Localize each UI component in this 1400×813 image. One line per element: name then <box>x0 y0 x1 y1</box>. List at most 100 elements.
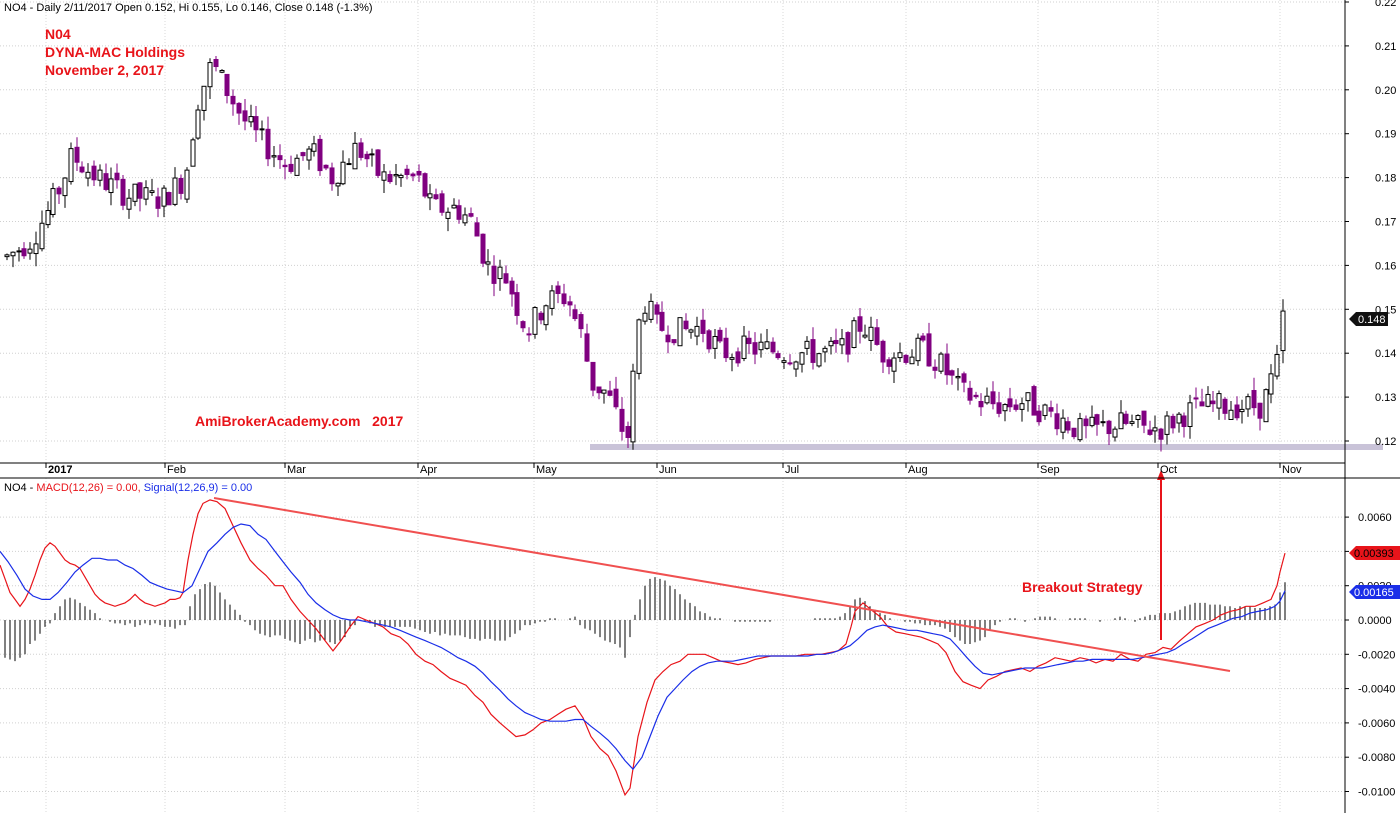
candle <box>161 185 167 218</box>
candle <box>938 351 944 374</box>
macd-y-tick-label: -0.0080 <box>1358 752 1395 764</box>
price-y-tick-label: 0.19 <box>1375 129 1396 141</box>
macd-header-prefix: NO4 - <box>4 482 36 494</box>
candle-body-up <box>393 174 399 177</box>
candle <box>1210 390 1216 413</box>
candle-body-up <box>62 177 68 197</box>
candle <box>891 352 897 384</box>
candle <box>677 317 683 347</box>
candle <box>729 353 735 372</box>
candle <box>103 163 109 192</box>
candle <box>1274 344 1280 380</box>
macd-badge: 0.00393 <box>1349 546 1400 560</box>
candle-body-up <box>108 178 114 194</box>
candle <box>56 185 62 204</box>
candle-body-up <box>712 336 718 349</box>
candle-body-down <box>422 173 428 197</box>
candle <box>1054 403 1060 436</box>
ticker-label: N04 <box>45 26 71 42</box>
candle-body-up <box>1176 413 1182 424</box>
candle-body-up <box>259 128 265 131</box>
candle-body-down <box>1199 401 1205 407</box>
candle <box>387 170 393 184</box>
candle-body-down <box>114 172 120 181</box>
candle-body-down <box>1013 404 1019 410</box>
candle <box>4 253 10 261</box>
candle <box>688 328 694 339</box>
macd-lines <box>0 499 1286 797</box>
x-axis: 2017 Feb Mar Apr May Jun Jul Aug Sep Oct Nov <box>45 463 1302 476</box>
candle-body-up <box>381 171 387 181</box>
signal-badge-text: 0.00165 <box>1354 587 1394 599</box>
macd-y-tick-label: -0.0040 <box>1358 684 1395 696</box>
candle <box>659 301 665 332</box>
candle <box>996 391 1002 418</box>
candle-body-down <box>920 335 926 341</box>
candle-body-down <box>1071 427 1077 438</box>
candle <box>480 233 486 268</box>
candle <box>1118 400 1124 430</box>
candle <box>456 199 462 224</box>
candle <box>909 349 915 365</box>
candle <box>1187 394 1193 439</box>
candle <box>271 145 277 168</box>
candle-body-up <box>271 155 277 158</box>
candle-body-up <box>85 171 91 179</box>
candle-body-down <box>456 205 462 220</box>
candle-body-down <box>230 95 236 105</box>
candle <box>1205 386 1211 408</box>
candle <box>822 345 828 363</box>
candle <box>259 120 265 141</box>
candle-body-up <box>915 337 921 362</box>
candle-body-up <box>451 204 457 209</box>
candle-body-down <box>329 167 335 185</box>
candle <box>555 281 561 304</box>
candle-body-up <box>648 300 654 320</box>
candle-body-up <box>126 197 132 210</box>
candle-body-up <box>1152 427 1158 432</box>
candle-body-up <box>1245 396 1251 410</box>
candle <box>1216 390 1222 420</box>
candle <box>485 249 491 276</box>
candle <box>62 177 68 208</box>
candle-body-down <box>514 292 520 316</box>
candle <box>613 376 619 410</box>
candle-body-down <box>926 333 932 367</box>
macd-line <box>0 499 1286 797</box>
signal-badge: 0.00165 <box>1349 585 1400 599</box>
candle <box>427 184 433 211</box>
candle-body-down <box>323 164 329 169</box>
candle-body-down <box>717 329 723 342</box>
company-label: DYNA-MAC Holdings <box>45 44 185 60</box>
candle-body-down <box>671 339 677 344</box>
candle-body-down <box>491 265 497 284</box>
candle-body-down <box>833 339 839 345</box>
candle <box>1060 409 1066 440</box>
candle-body-down <box>746 337 752 345</box>
candle-body-down <box>990 391 996 405</box>
candle <box>764 329 770 350</box>
candle <box>1239 399 1245 424</box>
candle <box>926 322 932 367</box>
candle <box>503 265 509 284</box>
macd-y-tick-label: 0.0060 <box>1358 512 1392 524</box>
candle <box>781 357 787 370</box>
candle <box>1152 415 1158 443</box>
candle <box>839 329 845 355</box>
candle-body-down <box>654 304 660 315</box>
candle-body-down <box>944 353 950 376</box>
candle-body-up <box>984 395 990 404</box>
candle <box>329 162 335 191</box>
candle-body-up <box>1187 402 1193 428</box>
candle-body-up <box>497 266 503 280</box>
candle-body-up <box>909 356 915 365</box>
candle-body-down <box>578 314 584 330</box>
candle-body-up <box>184 169 190 200</box>
candle-body-down <box>613 388 619 408</box>
candle-body-down <box>706 330 712 350</box>
candle <box>300 151 306 161</box>
candle <box>352 131 358 170</box>
candle-body-up <box>207 62 213 88</box>
candle <box>393 163 399 186</box>
macd-y-tick-label: -0.0060 <box>1358 718 1395 730</box>
